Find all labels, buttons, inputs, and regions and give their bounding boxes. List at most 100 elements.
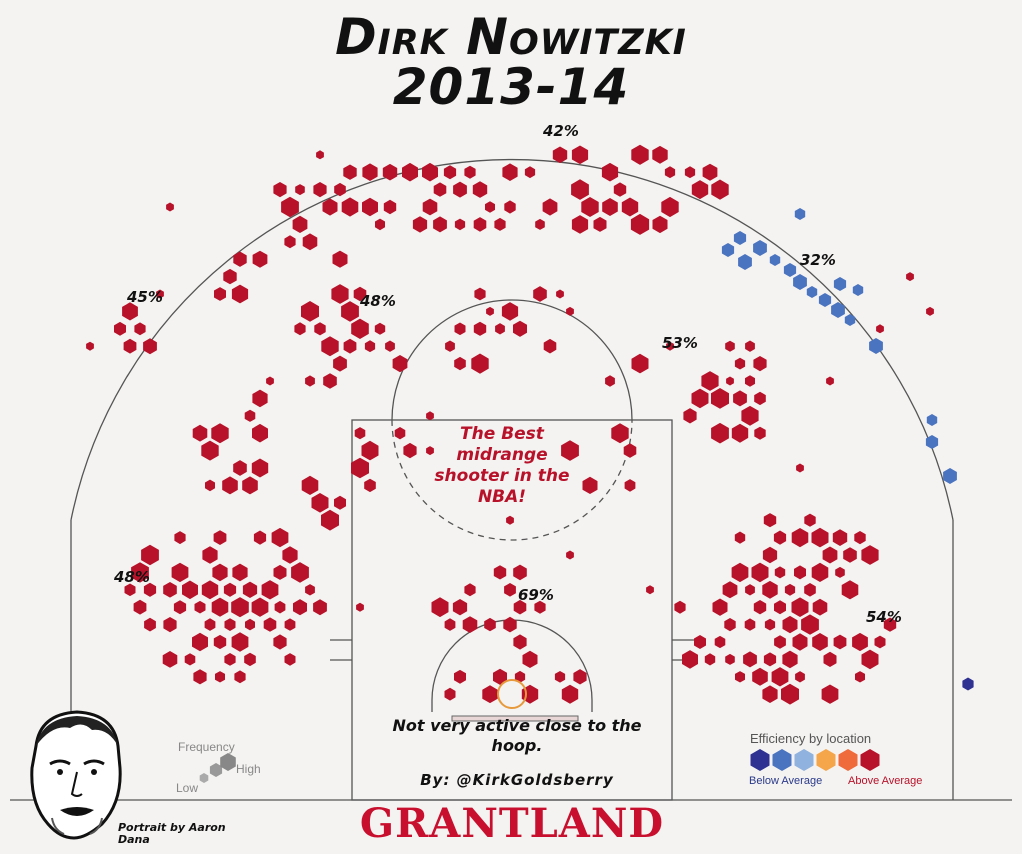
shot-hexagon: [823, 651, 837, 667]
shot-hexagon: [773, 530, 787, 545]
shot-hexagon: [333, 355, 347, 372]
shot-hexagon: [712, 598, 728, 616]
brand-logo: GRANTLAND: [359, 800, 665, 847]
shot-hexagon: [222, 476, 238, 495]
shot-hexagon: [731, 562, 749, 583]
shot-hexagon: [533, 286, 547, 302]
shot-hexagon: [374, 322, 386, 335]
shot-hexagon: [294, 322, 306, 336]
shot-hexagon: [812, 633, 828, 651]
shot-hexagon: [752, 667, 768, 686]
shot-hexagon: [431, 597, 449, 618]
shot-hexagon: [743, 651, 757, 668]
shot-hexagon: [444, 618, 456, 631]
shot-hexagon: [762, 685, 778, 703]
shot-hexagon: [501, 302, 519, 321]
shot-hexagon: [769, 254, 781, 266]
shot-hexagon: [714, 635, 726, 649]
shot-hexagon: [684, 166, 696, 179]
shot-hexagon: [763, 652, 777, 667]
shot-hexagon: [666, 341, 674, 351]
shot-hexagon: [874, 635, 886, 649]
shot-hexagon: [605, 375, 615, 387]
shot-hexagon: [631, 353, 649, 374]
shot-hexagon: [602, 198, 618, 216]
shot-hexagon: [631, 144, 649, 165]
shot-hexagon: [362, 197, 378, 217]
efficiency-swatch: [750, 749, 770, 771]
shot-hexagon: [754, 426, 766, 440]
shot-hexagon: [273, 182, 287, 198]
shot-hexagon: [485, 201, 495, 213]
shot-hexagon: [571, 179, 589, 200]
shot-hexagon: [763, 513, 777, 528]
shot-hexagon: [826, 376, 834, 386]
shot-hexagon: [291, 562, 309, 583]
shot-hexagon: [514, 670, 526, 683]
shot-hexagon: [943, 468, 957, 484]
shot-hexagon: [184, 653, 196, 666]
shot-hexagon: [295, 184, 305, 196]
shot-hexagon: [261, 580, 279, 600]
shot-hexagon: [694, 635, 706, 649]
shot-hexagon: [201, 440, 219, 461]
shot-hexagon: [433, 216, 447, 233]
shot-hexagon: [422, 162, 438, 182]
shot-hexagon: [292, 215, 308, 233]
shot-hexagon: [156, 289, 164, 299]
shot-hexagon: [734, 531, 746, 544]
shot-hexagon: [861, 545, 879, 565]
shot-hexagon: [194, 600, 206, 614]
shot-hexagon: [252, 250, 268, 268]
shot-hexagon: [806, 286, 818, 298]
shot-hexagon: [774, 635, 786, 649]
shot-hexagon: [733, 231, 747, 245]
shot-hexagon: [402, 162, 418, 182]
shot-hexagon: [403, 442, 417, 459]
shot-hexagon: [593, 216, 607, 232]
shot-hexagon: [745, 584, 755, 596]
shot-hexagon: [266, 376, 274, 386]
shot-hexagon: [821, 684, 839, 704]
shot-hexagon: [793, 274, 807, 290]
shot-hexagon: [245, 618, 255, 631]
shot-hexagon: [356, 602, 364, 612]
shot-hexagon: [503, 616, 517, 633]
shot-hexagon: [831, 302, 845, 318]
shot-hexagon: [581, 197, 599, 217]
shot-hexagon: [711, 388, 729, 409]
shot-hexagon: [731, 423, 749, 443]
shot-hexagon: [613, 182, 627, 197]
shot-hexagon: [774, 600, 786, 615]
shot-hexagon: [385, 340, 395, 352]
shot-hexagon: [215, 671, 225, 683]
shot-hexagon: [273, 634, 287, 650]
shot-hexagon: [734, 357, 746, 370]
shot-hexagon: [762, 580, 778, 599]
shot-hexagon: [444, 687, 456, 701]
shot-hexagon: [334, 495, 346, 510]
shot-hexagon: [334, 182, 346, 197]
efficiency-legend-below: Below Average: [749, 775, 823, 787]
shot-hexagon: [213, 634, 227, 650]
shot-hexagon: [774, 566, 786, 579]
shot-hexagon: [321, 336, 339, 357]
shot-hexagon: [674, 600, 686, 614]
shot-hexagon: [201, 580, 219, 600]
shot-hexagon: [771, 667, 789, 687]
shot-hexagon: [171, 562, 189, 583]
shot-hexagon: [513, 320, 527, 337]
efficiency-legend-above: Above Average: [848, 775, 923, 787]
shot-hexagon: [482, 685, 498, 704]
pct-right-elbow: 53%: [662, 334, 698, 352]
shot-hexagon: [375, 218, 385, 231]
shot-hexagon: [273, 564, 287, 580]
shot-hexagon: [252, 423, 268, 443]
shot-hexagon: [741, 405, 759, 426]
shot-hexagon: [321, 509, 339, 531]
frequency-hex-small: [199, 773, 209, 783]
shot-hexagon: [926, 306, 934, 316]
shot-hexagon: [818, 293, 832, 307]
frequency-legend-low: Low: [176, 781, 199, 795]
shot-hexagon: [812, 598, 828, 616]
